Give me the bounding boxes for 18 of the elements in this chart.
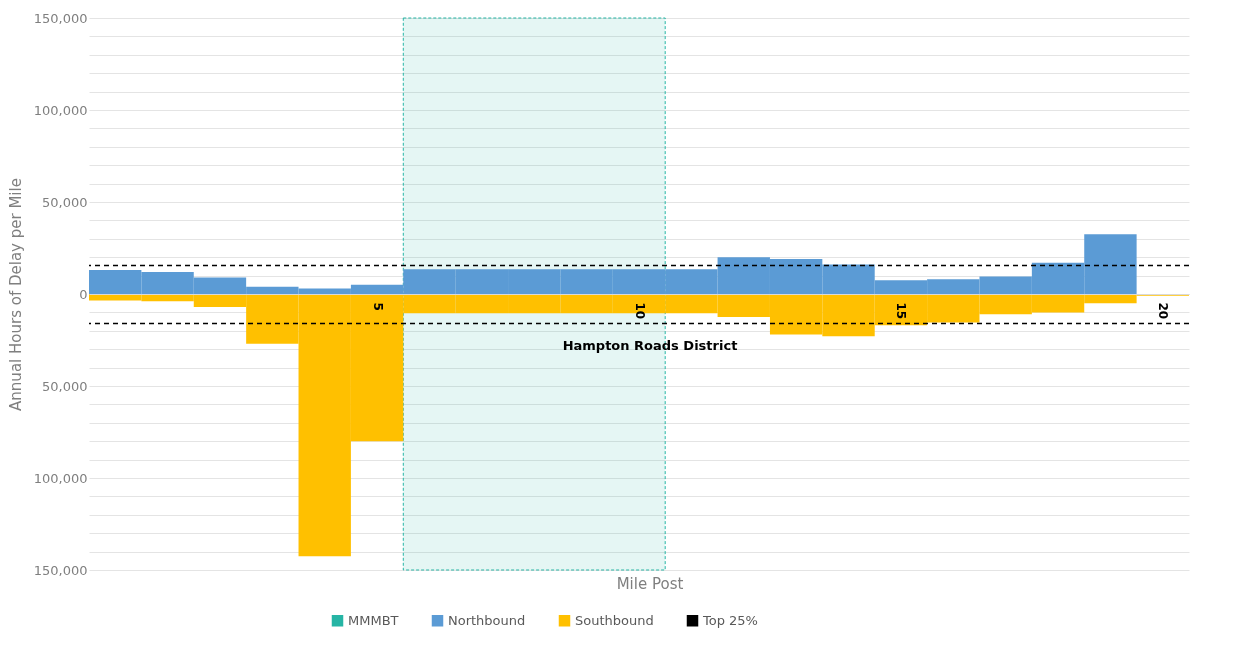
y-tick-label: 100,000 bbox=[33, 470, 88, 486]
y-tick-label: 150,000 bbox=[33, 10, 88, 26]
annotation: Hampton Roads District bbox=[562, 338, 738, 353]
y-tick-label: 100,000 bbox=[33, 102, 88, 118]
x-tick-label: 15 bbox=[894, 302, 909, 320]
x-tick-label: 5 bbox=[370, 302, 385, 311]
legend-label: MMMBT bbox=[348, 612, 399, 628]
legend-label: Southbound bbox=[575, 612, 654, 628]
y-axis-title: Annual Hours of Delay per Mile bbox=[6, 178, 25, 411]
y-tick-label: 50,000 bbox=[42, 194, 88, 210]
legend-label: Northbound bbox=[448, 612, 526, 628]
x-tick-label: 20 bbox=[1156, 302, 1171, 320]
x-tick-label: 10 bbox=[632, 302, 647, 320]
legend-label: Top 25% bbox=[702, 612, 758, 628]
x-axis-title: Mile Post bbox=[616, 575, 684, 593]
y-tick-label: 150,000 bbox=[33, 562, 88, 578]
y-tick-label: 0 bbox=[79, 286, 88, 302]
y-tick-label: 50,000 bbox=[42, 378, 88, 394]
